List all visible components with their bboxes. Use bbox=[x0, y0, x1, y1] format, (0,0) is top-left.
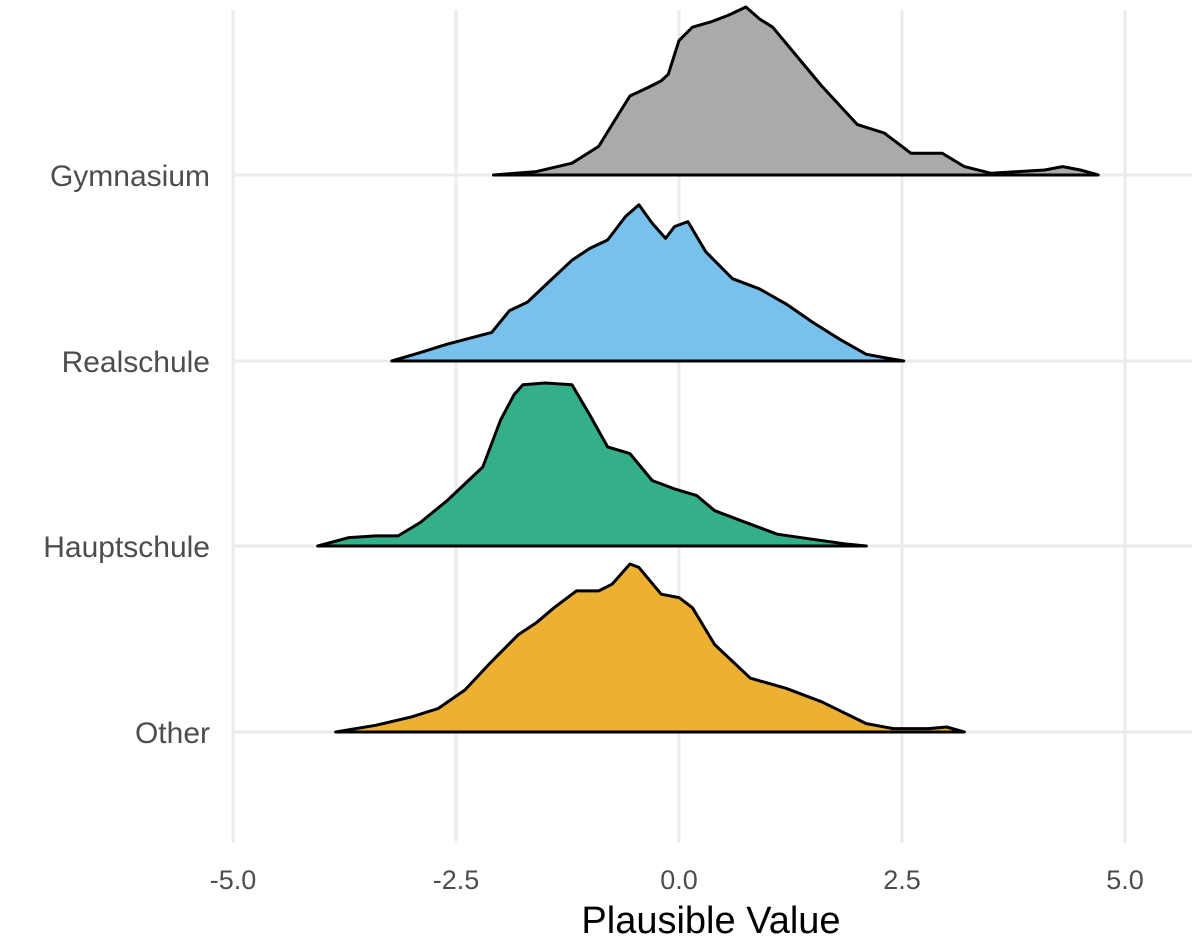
xtick-label-minus-5: -5.0 bbox=[210, 865, 257, 895]
xtick-label-5: 5.0 bbox=[1106, 865, 1144, 895]
ridge-other bbox=[334, 562, 966, 734]
y-axis-labels: Gymnasium Realschule Hauptschule Other bbox=[43, 160, 210, 750]
xtick-label-2-5: 2.5 bbox=[883, 865, 921, 895]
ridge-hauptschule bbox=[316, 381, 868, 548]
xtick-label-0: 0.0 bbox=[660, 865, 698, 895]
ytick-label-gymnasium: Gymnasium bbox=[50, 160, 210, 193]
ridge-realschule bbox=[390, 203, 906, 363]
xtick-label-minus-2-5: -2.5 bbox=[433, 865, 480, 895]
ridge-gymnasium bbox=[492, 5, 1100, 177]
ytick-label-realschule: Realschule bbox=[62, 346, 210, 379]
density-ridges bbox=[316, 5, 1100, 734]
ytick-label-other: Other bbox=[135, 717, 210, 750]
x-axis-labels: -5.0 -2.5 0.0 2.5 5.0 bbox=[210, 865, 1144, 895]
ytick-label-hauptschule: Hauptschule bbox=[43, 531, 210, 564]
x-axis-title: Plausible Value bbox=[581, 900, 840, 942]
